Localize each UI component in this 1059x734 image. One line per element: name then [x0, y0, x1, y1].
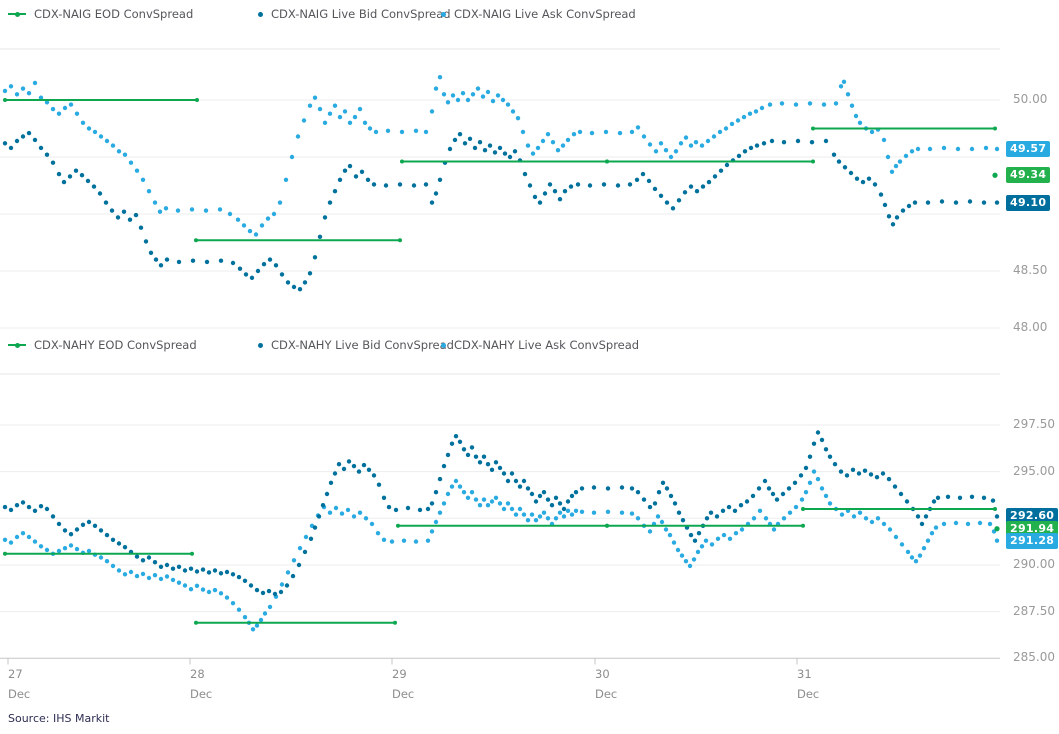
- legend-label: CDX-NAHY Live Ask ConvSpread: [454, 338, 640, 352]
- cdx-nahy-legend-item-ask[interactable]: CDX-NAHY Live Ask ConvSpread: [435, 337, 639, 353]
- cdx-nahy-last-value-badge: 291.94: [1006, 520, 1059, 537]
- cdx-naig-last-value-badge: 49.57: [1006, 141, 1051, 158]
- dot-marker-icon: [258, 342, 263, 348]
- cdx-naig-last-value-badge: 49.34: [1006, 167, 1051, 184]
- cdx-nahy-live-ask-series: [2, 469, 1000, 632]
- legend-label: CDX-NAHY EOD ConvSpread: [34, 338, 197, 352]
- legend-label: CDX-NAHY Live Bid ConvSpread: [271, 338, 454, 352]
- legend-label: CDX-NAIG Live Bid ConvSpread: [271, 7, 451, 21]
- xtick-day-28: 28: [190, 667, 205, 681]
- xtick-day-31: 31: [797, 667, 812, 681]
- xtick-day-27: 27: [8, 667, 23, 681]
- cdx-naig-ytick-48.00: 48.00: [1013, 320, 1048, 334]
- cdx-naig-last-value-badge: 49.10: [1006, 194, 1051, 211]
- xtick-month-30: Dec: [595, 687, 618, 701]
- xtick-month-31: Dec: [797, 687, 820, 701]
- source-label: Source: IHS Markit: [8, 712, 110, 725]
- eod-line-marker-icon: [8, 11, 26, 17]
- dot-marker-icon: [441, 11, 446, 17]
- legend-label: CDX-NAIG EOD ConvSpread: [34, 7, 194, 21]
- cdx-nahy-eod-last-point: [994, 526, 1000, 532]
- xtick-day-30: 30: [595, 667, 610, 681]
- eod-line-marker-icon: [8, 342, 26, 348]
- cdx-naig-legend-item-ask[interactable]: CDX-NAIG Live Ask ConvSpread: [435, 6, 636, 22]
- xtick-month-29: Dec: [392, 687, 415, 701]
- cdx-nahy-ytick-295.00: 295.00: [1013, 463, 1055, 478]
- cdx-naig-eod-series: [3, 98, 998, 243]
- xtick-day-29: 29: [392, 667, 407, 681]
- cdx-naig-ytick-48.50: 48.50: [1013, 263, 1048, 277]
- cdx-naig-plot-area[interactable]: [0, 49, 1000, 328]
- cdx-naig-live-bid-series: [2, 130, 1000, 292]
- cdx-nahy-last-value-badge: 292.60: [1006, 508, 1059, 525]
- cdx-nahy-legend-item-bid[interactable]: CDX-NAHY Live Bid ConvSpread: [252, 337, 454, 353]
- dot-marker-icon: [258, 11, 263, 17]
- cdx-nahy-eod-series: [3, 506, 1000, 625]
- cdx-naig-eod-last-point: [992, 172, 998, 178]
- cdx-nahy-ytick-297.50: 297.50: [1013, 417, 1055, 431]
- cdx-nahy-last-value-badge: 291.28: [1006, 533, 1059, 550]
- xtick-month-27: Dec: [8, 687, 31, 701]
- cdx-nahy-legend-item-eod[interactable]: CDX-NAHY EOD ConvSpread: [8, 337, 197, 353]
- cdx-nahy-ytick-287.50: 287.50: [1013, 603, 1055, 618]
- xtick-month-28: Dec: [190, 687, 213, 701]
- cdx-naig-legend-item-eod[interactable]: CDX-NAIG EOD ConvSpread: [8, 6, 193, 22]
- cdx-nahy-live-bid-series: [2, 430, 1000, 597]
- cdx-naig-ytick-50.00: 50.00: [1013, 92, 1048, 106]
- cdx-nahy-ytick-290.00: 290.00: [1013, 556, 1055, 571]
- cdx-nahy-plot-area[interactable]: [0, 374, 1000, 658]
- cdx-nahy-ytick-285.00: 285.00: [1013, 650, 1055, 665]
- dot-marker-icon: [441, 342, 446, 348]
- legend-label: CDX-NAIG Live Ask ConvSpread: [454, 7, 636, 21]
- cdx-naig-legend-item-bid[interactable]: CDX-NAIG Live Bid ConvSpread: [252, 6, 451, 22]
- cdx-naig-live-ask-series: [2, 75, 1000, 237]
